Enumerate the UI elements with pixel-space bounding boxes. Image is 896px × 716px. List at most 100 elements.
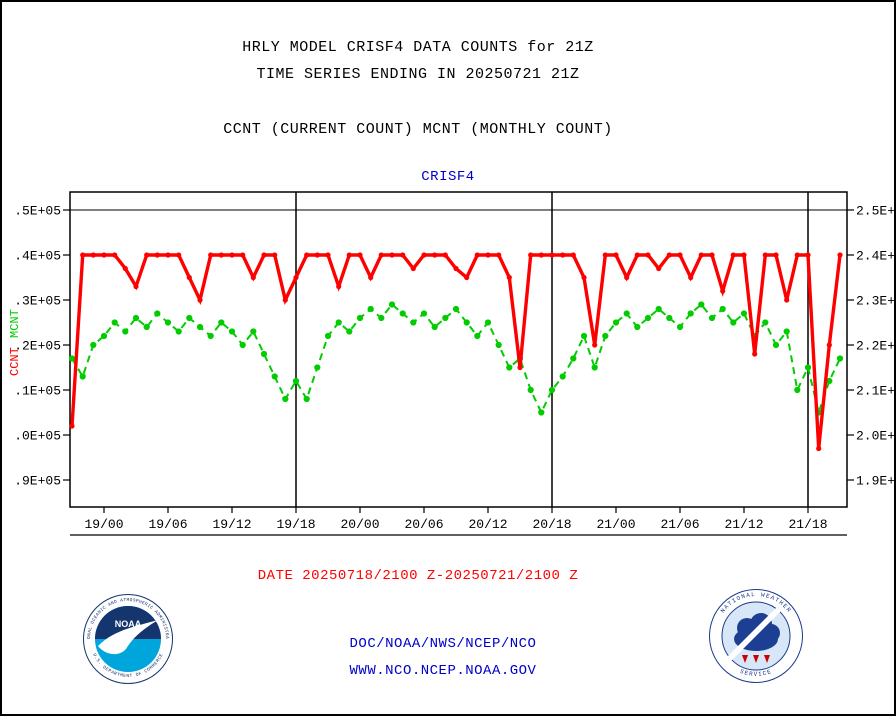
data-point — [314, 364, 321, 371]
data-point — [762, 252, 768, 258]
data-point — [794, 252, 800, 258]
data-point — [772, 341, 780, 349]
data-point — [538, 252, 544, 258]
data-point — [698, 252, 704, 258]
noaa-wordmark: NOAA — [115, 619, 142, 629]
data-point — [783, 328, 790, 335]
data-point — [719, 305, 726, 313]
data-point — [752, 351, 758, 357]
x-tick-label: 19/18 — [276, 517, 315, 532]
data-point — [368, 274, 374, 281]
data-point — [240, 252, 246, 258]
data-point — [175, 328, 182, 335]
x-tick-label: 20/18 — [532, 517, 571, 532]
data-point — [154, 310, 161, 317]
data-point — [410, 265, 416, 272]
data-point — [186, 274, 192, 281]
nws-slash-icon — [727, 607, 781, 661]
data-point — [399, 310, 406, 317]
data-point — [378, 314, 385, 322]
x-tick-label: 20/00 — [340, 517, 379, 532]
y-tick-label-left: .2E+05 — [14, 339, 61, 354]
data-point — [196, 323, 204, 331]
series-title: CRISF4 — [421, 169, 475, 185]
data-point — [634, 252, 640, 258]
x-tick-label: 19/00 — [84, 517, 123, 532]
data-point — [548, 386, 556, 394]
data-point — [570, 252, 576, 258]
data-point — [432, 252, 438, 258]
data-point — [506, 274, 512, 281]
data-point — [538, 409, 545, 416]
data-point — [122, 265, 128, 272]
org-link[interactable]: DOC/NOAA/NWS/NCEP/NCO — [349, 636, 537, 652]
ccnt-axis-label: CCNT — [8, 347, 22, 376]
data-point — [602, 252, 608, 258]
data-point — [143, 323, 150, 331]
data-point — [144, 252, 150, 258]
url-link[interactable]: WWW.NCO.NCEP.NOAA.GOV — [349, 663, 537, 679]
data-point — [111, 319, 118, 326]
page-title-line2: TIME SERIES ENDING IN 20250721 21Z — [256, 66, 580, 83]
data-point — [228, 328, 236, 335]
data-point — [133, 283, 139, 290]
data-point — [773, 252, 779, 258]
data-point — [165, 252, 171, 258]
data-point — [709, 252, 715, 258]
y-tick-label-right: 1.9E+0 — [856, 474, 896, 489]
data-point — [602, 332, 609, 340]
data-point — [69, 423, 75, 429]
data-point — [463, 319, 470, 326]
mcnt-line — [71, 303, 841, 417]
data-point — [655, 305, 662, 313]
nws-warning-pennants — [742, 655, 770, 663]
data-point — [740, 310, 748, 317]
data-point — [442, 314, 449, 322]
data-point — [420, 310, 428, 317]
data-point — [474, 332, 481, 340]
data-point — [762, 319, 769, 326]
noaa-bird-icon — [98, 620, 158, 655]
data-point — [592, 342, 598, 348]
data-point — [720, 288, 726, 294]
date-range-label: DATE 20250718/2100 Z-20250721/2100 Z — [257, 568, 579, 584]
data-point — [687, 310, 694, 317]
data-point — [378, 252, 384, 258]
data-point — [122, 328, 129, 335]
data-point — [101, 252, 107, 258]
data-point — [804, 364, 812, 371]
data-point — [261, 252, 267, 258]
data-point — [474, 252, 480, 258]
data-point — [613, 252, 619, 258]
data-point — [826, 342, 832, 348]
data-point — [90, 341, 97, 349]
y-tick-label-left: .4E+05 — [14, 249, 61, 264]
data-point — [837, 252, 843, 258]
data-point — [549, 252, 555, 258]
timeseries-chart: .5E+05 2.5E+0 .4E+05 2.4E+0 .3E+05 2.3E+0 .2E+… — [8, 191, 896, 536]
y-tick-label-right: 2.2E+0 — [856, 339, 896, 354]
data-point — [453, 265, 459, 272]
data-point — [623, 310, 630, 317]
data-point — [80, 252, 86, 258]
data-point — [260, 350, 268, 358]
x-tick-label: 21/00 — [596, 517, 635, 532]
data-point — [496, 252, 502, 258]
data-point — [367, 305, 374, 313]
data-point — [612, 319, 620, 326]
data-point — [304, 252, 310, 258]
data-point — [303, 395, 310, 403]
data-point — [410, 319, 417, 326]
data-point — [517, 364, 523, 371]
data-point — [90, 252, 96, 258]
data-point — [452, 305, 460, 313]
data-point — [271, 373, 278, 380]
data-point — [388, 301, 396, 308]
data-point — [154, 252, 160, 258]
data-point — [356, 314, 364, 322]
ccnt-markers — [69, 252, 843, 452]
data-point — [591, 364, 598, 371]
x-tick-label: 20/06 — [404, 517, 443, 532]
data-point — [644, 314, 652, 322]
data-point — [495, 341, 502, 349]
